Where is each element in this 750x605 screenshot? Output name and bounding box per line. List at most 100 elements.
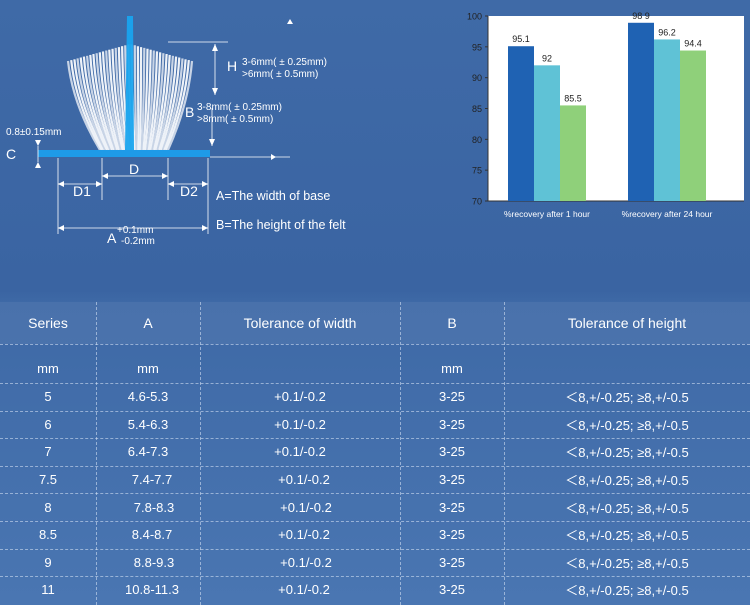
row-separator: [0, 521, 750, 522]
bar: [654, 39, 680, 201]
a-plus-tolerance: +0.1mm: [117, 225, 154, 236]
x-tick-label: %recovery after 24 hour: [622, 209, 713, 219]
cell-b: 3-25: [438, 416, 466, 432]
header-band: [0, 302, 750, 344]
column-separator: [96, 302, 97, 605]
y-tick-label: 100: [467, 12, 482, 22]
felt-fiber: [86, 55, 112, 151]
felt-fibers: [66, 44, 194, 151]
cell-height-tolerance: ＜8,+/-0.25; ≥8,+/-0.5: [565, 390, 689, 406]
cell-height-tolerance: ＜8,+/-0.25; ≥8,+/-0.5: [565, 445, 689, 461]
a-minus-tolerance: -0.2mm: [121, 236, 155, 247]
unit-b: mm: [441, 360, 463, 376]
unit-height-tolerance: [504, 353, 750, 383]
bar: [534, 65, 560, 201]
felt-fiber: [114, 47, 128, 151]
h-tolerance-line2: >6mm( ± 0.5mm): [242, 69, 319, 80]
legend-a: A=The width of base: [216, 189, 331, 203]
felt-fiber: [98, 52, 119, 151]
row-separator: [0, 576, 750, 578]
h-letter: H: [227, 58, 238, 74]
cell-width-tolerance: +0.1/-0.2: [278, 582, 330, 598]
cell-b: 3-25: [438, 554, 466, 570]
c-value: 0.8±0.15mm: [6, 127, 62, 138]
bar-value-label: 98 9: [632, 11, 650, 21]
cell-height-tolerance: ＜8,+/-0.25; ≥8,+/-0.5: [565, 555, 689, 571]
cell-a: 5.4-6.3: [127, 416, 169, 432]
recovery-chart-svg: 70 75 80 85 90 95 100 95.1 92 85.5 %recovery after…: [467, 11, 744, 219]
dimension-lines: [37, 41, 290, 234]
table-row: 11 10.8-11.3 +0.1/-0.2 3-25 ＜8,+/-0.25; ≥8,+…: [0, 576, 750, 604]
y-tick-label: 80: [472, 135, 482, 145]
cell-width-tolerance: +0.1/-0.2: [278, 527, 330, 543]
cell-width-tolerance: +0.1/-0.2: [280, 554, 332, 570]
unit-width-tolerance: [200, 353, 400, 383]
cell-series: 9: [44, 554, 52, 570]
felt-fiber: [151, 53, 165, 151]
cell-a: 7.8-8.3: [133, 499, 175, 515]
cell-series: 6: [44, 416, 52, 432]
unit-series: mm: [37, 360, 59, 376]
felt-fiber: [133, 45, 138, 151]
bar-value-label: 85.5: [564, 93, 582, 103]
felt-base: [38, 150, 210, 157]
bar-value-label: 95.1: [512, 34, 530, 44]
felt-fiber: [66, 60, 101, 151]
specification-table: Series A Tolerance of width B Tolerance …: [0, 302, 750, 605]
felt-fiber: [163, 59, 187, 151]
felt-fiber: [108, 49, 124, 151]
header-a: A: [143, 315, 153, 331]
bar: [508, 46, 534, 201]
cell-width-tolerance: +0.1/-0.2: [274, 416, 326, 432]
row-separator: [0, 548, 750, 550]
cell-b: 3-25: [438, 582, 466, 598]
c-letter: C: [6, 146, 17, 162]
dimension-arrows: [35, 19, 293, 231]
row-separator: [0, 438, 750, 440]
cell-series: 8.5: [38, 527, 58, 543]
header-series: Series: [28, 315, 68, 331]
cell-width-tolerance: +0.1/-0.2: [280, 499, 332, 515]
felt-center-strip: [125, 16, 134, 150]
cell-a: 8.4-8.7: [131, 527, 173, 543]
cell-a: 10.8-11.3: [125, 582, 179, 598]
felt-fiber: [111, 48, 126, 151]
y-tick-label: 85: [472, 104, 482, 114]
bar-value-label: 96.2: [658, 27, 676, 37]
y-tick-label: 70: [472, 197, 482, 207]
felt-fiber: [161, 58, 184, 151]
cell-series: 8: [44, 499, 52, 515]
column-separator: [400, 302, 401, 605]
y-tick-label: 95: [472, 42, 482, 52]
y-tick-label: 90: [472, 73, 482, 83]
felt-fiber: [76, 58, 107, 151]
felt-fiber: [166, 60, 194, 151]
b-letter: B: [185, 104, 195, 120]
table-header-row: Series A Tolerance of width B Tolerance …: [0, 302, 750, 344]
bar-value-label: 92: [542, 53, 552, 63]
y-tick-label: 75: [472, 166, 482, 176]
cell-series: 7: [44, 444, 52, 460]
cell-b: 3-25: [438, 527, 466, 543]
a-letter: A: [107, 230, 117, 246]
cell-a: 6.4-7.3: [127, 444, 169, 460]
felt-fiber: [79, 57, 108, 151]
header-width-tolerance: Tolerance of width: [243, 315, 357, 331]
column-separator: [200, 302, 201, 605]
felt-fiber: [82, 56, 110, 151]
header-separator: [0, 344, 750, 345]
header-b: B: [447, 315, 457, 331]
felt-fiber: [105, 50, 122, 151]
felt-fiber: [144, 49, 152, 151]
legend-b: B=The height of the felt: [216, 218, 346, 232]
felt-fiber: [139, 47, 143, 151]
cell-b: 3-25: [438, 499, 466, 515]
unit-a: mm: [137, 360, 159, 376]
table-row: 9 8.8-9.3 +0.1/-0.2 3-25 ＜8,+/-0.25; ≥8,+/-0…: [0, 549, 750, 577]
felt-fiber: [101, 51, 121, 151]
bar-value-label: 94.4: [684, 39, 702, 49]
felt-fiber: [95, 53, 117, 151]
felt-fiber: [149, 52, 162, 151]
table-row: 7.5 7.4-7.7 +0.1/-0.2 3-25 ＜8,+/-0.25; ≥8,+/…: [0, 466, 750, 494]
cell-width-tolerance: +0.1/-0.2: [278, 472, 330, 488]
